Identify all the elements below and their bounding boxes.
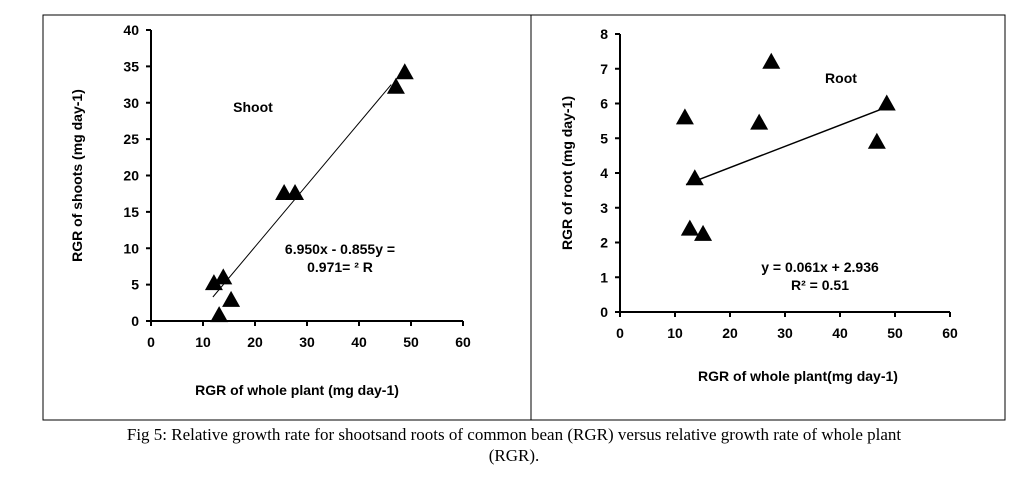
r-squared-label: R² = 0.51 xyxy=(791,277,849,293)
y-tick-label: 25 xyxy=(123,131,139,147)
triangle-marker xyxy=(762,52,781,69)
triangle-marker xyxy=(694,224,713,241)
x-tick-label: 40 xyxy=(351,334,367,350)
x-tick-label: 20 xyxy=(247,334,263,350)
triangle-marker xyxy=(395,63,414,80)
y-tick-label: 0 xyxy=(131,313,139,329)
x-tick-label: 30 xyxy=(299,334,315,350)
y-tick-label: 2 xyxy=(600,235,608,251)
x-axis-label: RGR of whole plant (mg day-1) xyxy=(195,382,399,398)
y-tick-label: 5 xyxy=(600,130,608,146)
triangle-marker xyxy=(214,268,233,285)
y-tick-label: 5 xyxy=(131,277,139,293)
x-tick-label: 40 xyxy=(832,325,848,341)
triangle-marker xyxy=(867,132,886,149)
y-tick-label: 40 xyxy=(123,22,139,38)
x-tick-label: 30 xyxy=(777,325,793,341)
trendline-equation: y = 0.061x + 2.936 xyxy=(761,259,879,275)
trendline-equation: 6.950x - 0.855y = xyxy=(285,241,395,257)
x-tick-label: 60 xyxy=(942,325,958,341)
y-tick-label: 8 xyxy=(600,26,608,42)
caption-line-2: (RGR). xyxy=(488,446,540,465)
triangle-marker xyxy=(204,274,223,291)
r-squared-label: 0.971= ² R xyxy=(307,259,373,275)
trendline xyxy=(685,107,885,186)
x-tick-label: 50 xyxy=(403,334,419,350)
y-tick-label: 0 xyxy=(600,304,608,320)
triangle-marker xyxy=(222,290,241,307)
x-tick-label: 0 xyxy=(147,334,155,350)
triangle-marker xyxy=(680,219,699,236)
y-tick-label: 15 xyxy=(123,204,139,220)
y-tick-label: 7 xyxy=(600,61,608,77)
x-tick-label: 20 xyxy=(722,325,738,341)
x-tick-label: 10 xyxy=(667,325,683,341)
y-tick-label: 4 xyxy=(600,165,608,181)
x-tick-label: 60 xyxy=(455,334,471,350)
triangle-marker xyxy=(386,77,405,94)
root-chart: 0 10 20 30 40 50 60 0 1 2 3 4 5 6 7 8 RGR of whole plant… xyxy=(559,26,958,384)
series-label: Shoot xyxy=(233,99,273,115)
x-tick-label: 50 xyxy=(887,325,903,341)
x-tick-label: 0 xyxy=(616,325,624,341)
triangle-marker xyxy=(286,183,305,200)
shoot-chart: 0 10 20 30 40 50 60 0 5 10 15 20 25 30 35 40 RGR of whol… xyxy=(69,22,471,398)
triangle-marker xyxy=(210,306,229,323)
triangle-marker xyxy=(877,94,896,111)
y-tick-label: 30 xyxy=(123,95,139,111)
y-axis-label: RGR of shoots (mg day-1) xyxy=(69,89,85,262)
y-tick-label: 35 xyxy=(123,58,139,74)
x-tick-label: 10 xyxy=(195,334,211,350)
y-tick-label: 1 xyxy=(600,269,608,285)
x-axis-label: RGR of whole plant(mg day-1) xyxy=(698,368,898,384)
y-axis-label: RGR of root (mg day-1) xyxy=(559,96,575,250)
y-tick-label: 20 xyxy=(123,168,139,184)
triangle-marker xyxy=(685,169,704,186)
triangle-marker xyxy=(675,108,694,125)
trendline xyxy=(212,84,392,298)
figure-caption: Fig 5: Relative growth rate for shootsan… xyxy=(0,424,1028,466)
y-tick-label: 10 xyxy=(123,240,139,256)
figure-frame xyxy=(42,14,1006,421)
caption-line-1: Fig 5: Relative growth rate for shootsan… xyxy=(126,425,902,444)
y-tick-label: 3 xyxy=(600,200,608,216)
triangle-marker xyxy=(750,113,769,130)
series-label: Root xyxy=(825,70,857,86)
y-tick-label: 6 xyxy=(600,96,608,112)
